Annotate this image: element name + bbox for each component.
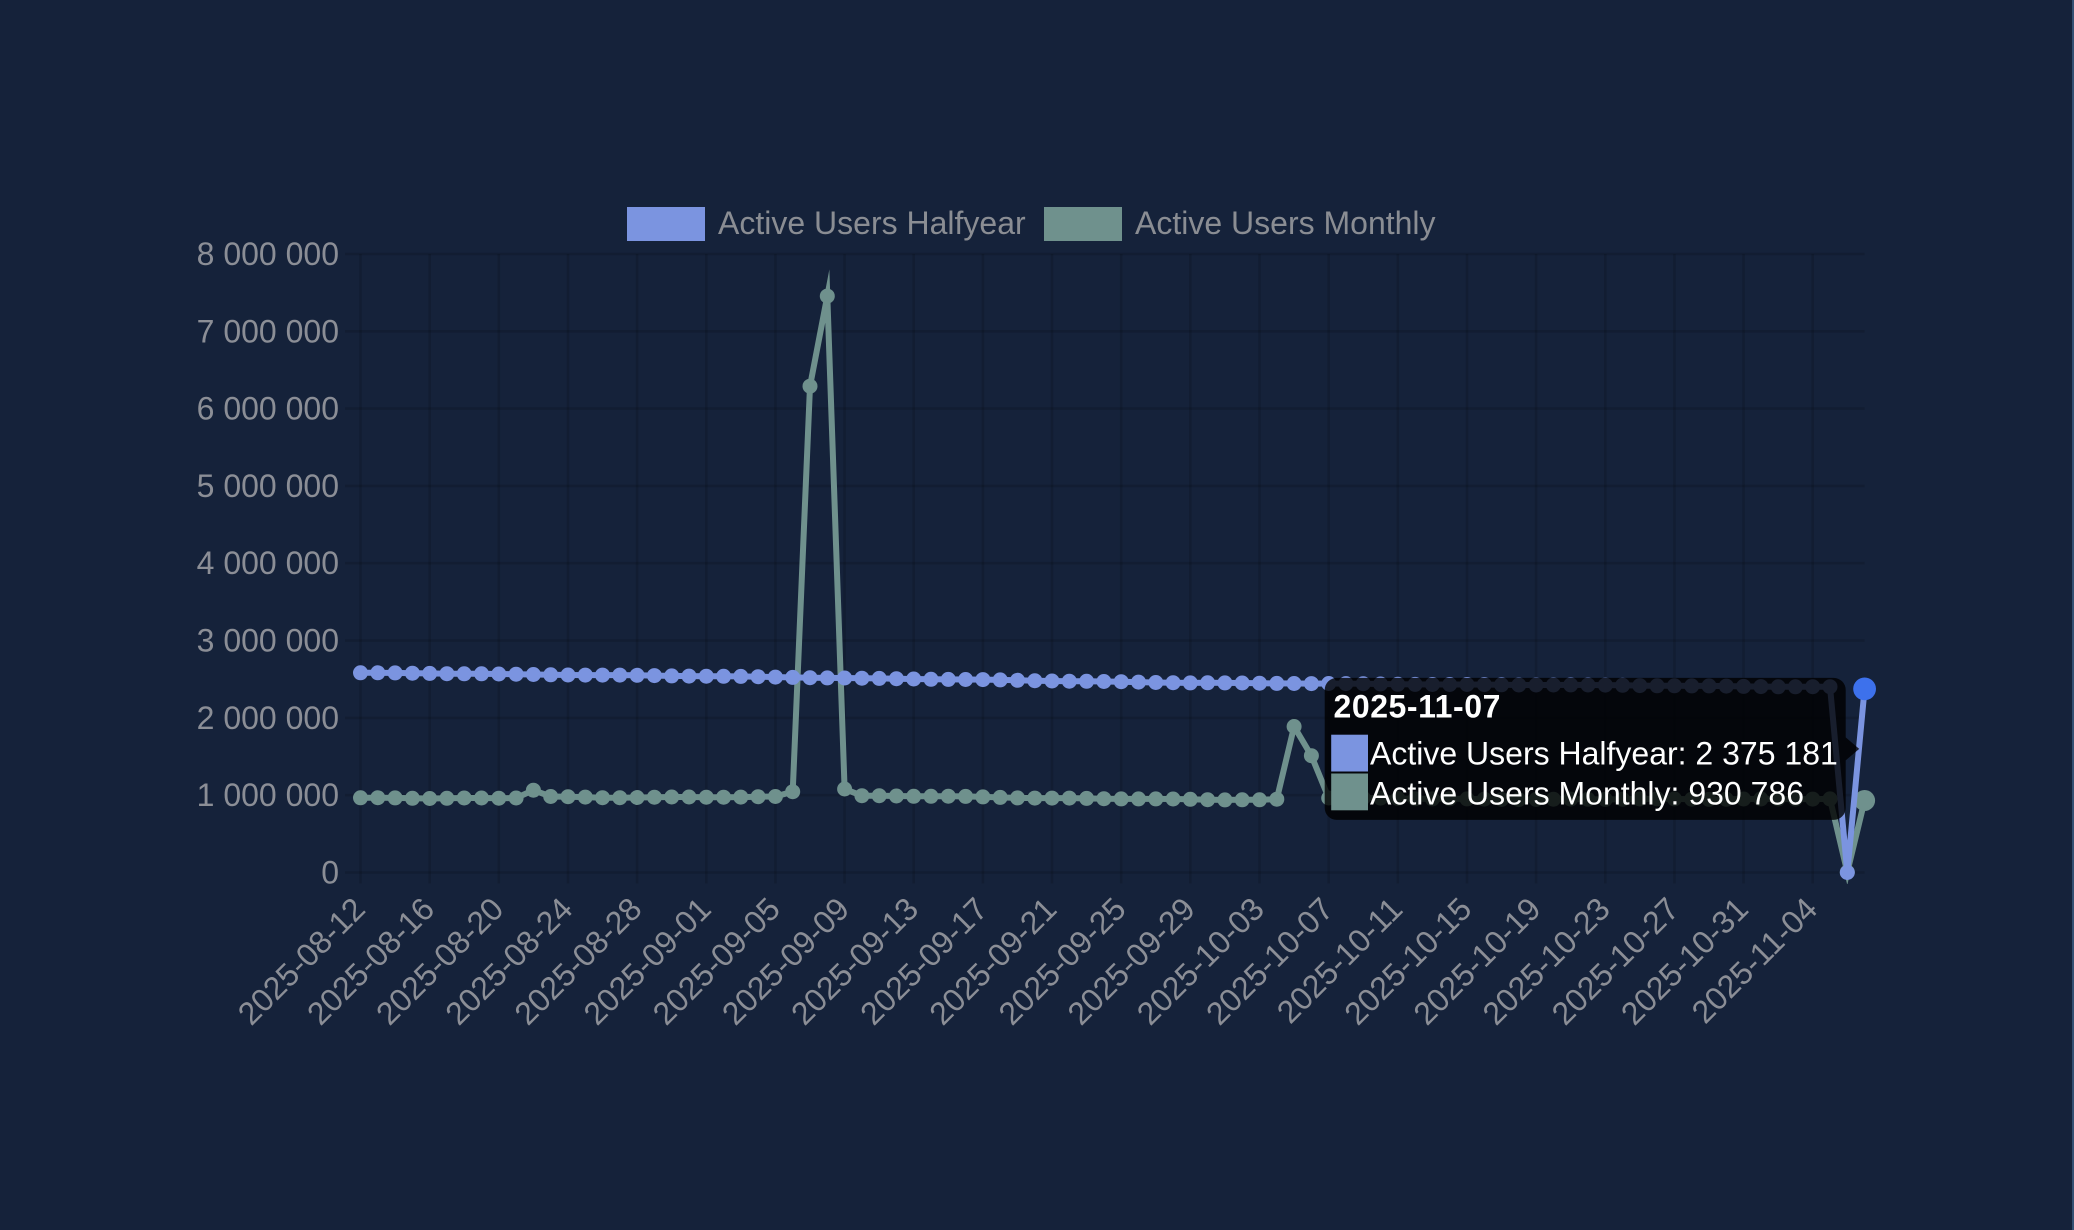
svg-text:6 000 000: 6 000 000: [197, 391, 339, 427]
svg-text:4 000 000: 4 000 000: [197, 545, 339, 581]
svg-text:8 000 000: 8 000 000: [197, 236, 339, 272]
svg-text:5 000 000: 5 000 000: [197, 468, 339, 504]
svg-text:2 000 000: 2 000 000: [197, 700, 339, 736]
svg-text:Active Users Monthly: 930 786: Active Users Monthly: 930 786: [1370, 775, 1804, 811]
svg-text:3 000 000: 3 000 000: [197, 623, 339, 659]
svg-text:7 000 000: 7 000 000: [197, 313, 339, 349]
svg-text:Active Users Halfyear: Active Users Halfyear: [718, 205, 1026, 241]
svg-text:2025-11-07: 2025-11-07: [1334, 689, 1501, 725]
svg-text:1 000 000: 1 000 000: [197, 777, 339, 813]
svg-text:Active Users Monthly: Active Users Monthly: [1135, 205, 1436, 241]
svg-text:0: 0: [321, 855, 339, 891]
svg-text:Active Users Halfyear: 2 375 1: Active Users Halfyear: 2 375 181: [1370, 736, 1838, 772]
